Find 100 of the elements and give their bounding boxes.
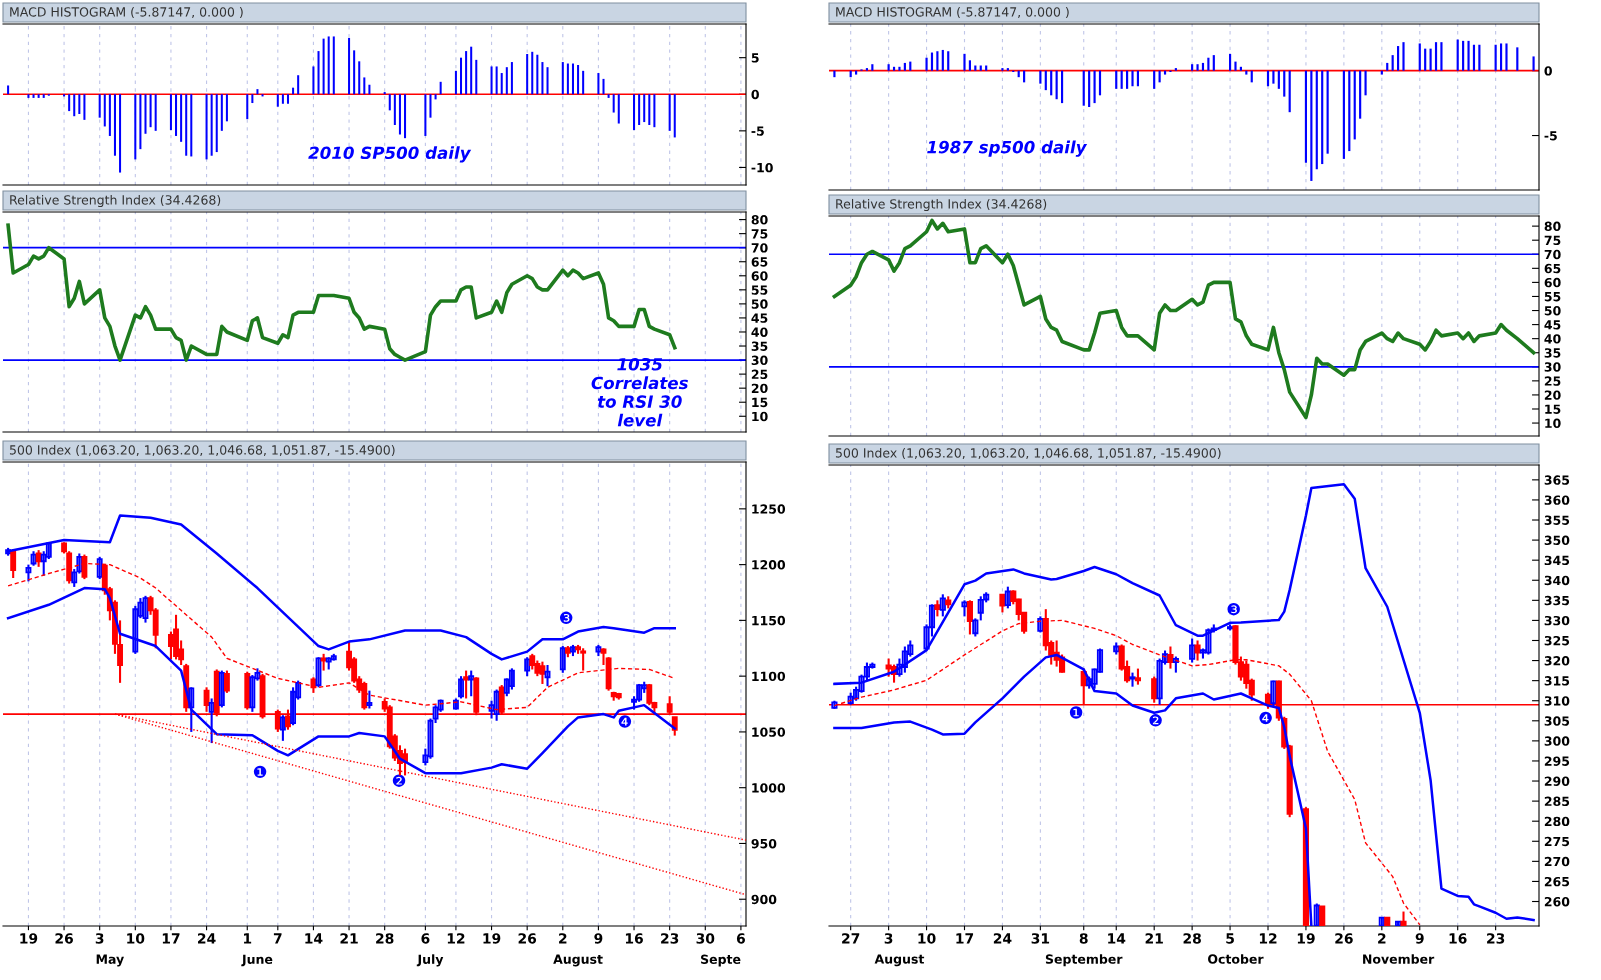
y-tick-label: 80 xyxy=(1544,221,1561,232)
x-tick-label: 23 xyxy=(1487,933,1505,944)
y-tick-label: 15 xyxy=(752,397,768,408)
y-tick-label: 285 xyxy=(1544,796,1570,807)
annotation: 2010 SP500 daily xyxy=(308,146,472,163)
x-tick-label: 1 xyxy=(244,933,252,944)
y-tick-label: 290 xyxy=(1544,776,1570,786)
y-tick-label: 325 xyxy=(1544,635,1570,646)
x2-tick-label: August xyxy=(553,954,603,967)
x-tick-label: 28 xyxy=(376,933,394,944)
x-tick-label: 30 xyxy=(696,933,715,944)
y-tick-label: 315 xyxy=(1544,676,1570,686)
x-tick-label: 28 xyxy=(1183,933,1201,944)
y-tick-label: 1100 xyxy=(752,671,786,682)
y-tick-label: 305 xyxy=(1544,716,1570,726)
y-tick-label: 10 xyxy=(1545,418,1561,428)
y-tick-label: 360 xyxy=(1544,495,1570,505)
x2-tick-label: May xyxy=(96,954,124,967)
x-tick-label: 19 xyxy=(20,933,38,944)
x-tick-label: 5 xyxy=(1226,933,1234,944)
y-tick-label: 55 xyxy=(751,285,768,295)
x-tick-label: 27 xyxy=(842,933,860,944)
x-tick-label: 26 xyxy=(1335,933,1353,944)
y-tick-label: 1000 xyxy=(752,783,786,793)
y-tick-label: 20 xyxy=(1544,390,1561,400)
y-tick-label: 320 xyxy=(1544,656,1570,666)
y-tick-label: 35 xyxy=(751,341,768,351)
x-tick-label: 23 xyxy=(661,933,679,944)
y-tick-label: 25 xyxy=(751,369,768,380)
y-tick-label: 50 xyxy=(1544,306,1561,316)
y-tick-label: 30 xyxy=(1544,362,1561,372)
annotation: ❶ xyxy=(1069,706,1083,719)
x-tick-label: 19 xyxy=(1297,933,1315,944)
x-tick-label: 21 xyxy=(340,933,358,944)
x-tick-label: 26 xyxy=(518,933,537,944)
x2-tick-label: November xyxy=(1363,954,1435,964)
y-tick-label: 0 xyxy=(1544,66,1552,76)
x-tick-label: 3 xyxy=(884,933,893,944)
x-tick-label: 10 xyxy=(918,933,936,944)
x-tick-label: 14 xyxy=(1108,933,1126,944)
y-tick-label: 60 xyxy=(751,271,768,281)
y-tick-label: 350 xyxy=(1544,535,1570,546)
x-tick-label: 6 xyxy=(736,933,745,944)
y-tick-label: 355 xyxy=(1544,515,1570,525)
y-tick-label: 10 xyxy=(752,411,768,422)
x2-tick-label: August xyxy=(874,954,925,967)
y-tick-label: 75 xyxy=(751,229,768,239)
x-tick-label: 16 xyxy=(1449,933,1467,944)
y-tick-label: 365 xyxy=(1544,475,1570,485)
x-tick-label: 6 xyxy=(421,933,430,944)
annotation: ❹ xyxy=(1259,711,1272,725)
y-tick-label: 330 xyxy=(1544,615,1570,626)
x-tick-label: 26 xyxy=(55,933,73,944)
y-tick-label: 1200 xyxy=(752,560,786,570)
annotation: ❷ xyxy=(392,774,406,787)
y-tick-label: -5 xyxy=(751,126,764,136)
chart-title: MACD HISTOGRAM (-5.87147, 0.000 ) xyxy=(10,6,243,19)
y-tick-label: 65 xyxy=(751,257,768,267)
y-tick-label: -5 xyxy=(1544,131,1557,141)
y-tick-label: 35 xyxy=(1544,348,1561,358)
y-tick-label: 1250 xyxy=(752,504,786,514)
annotation: ❷ xyxy=(1149,714,1162,727)
y-tick-label: 40 xyxy=(751,327,768,337)
x2-tick-label: June xyxy=(241,954,273,967)
y-tick-label: -10 xyxy=(751,162,773,173)
y-tick-label: 900 xyxy=(751,894,777,905)
y-tick-label: 345 xyxy=(1544,555,1570,566)
y-tick-label: 45 xyxy=(1544,320,1561,330)
x2-tick-label: October xyxy=(1208,954,1264,964)
x-tick-label: 24 xyxy=(993,933,1012,944)
y-tick-label: 80 xyxy=(751,215,768,225)
annotation: ❸ xyxy=(559,611,573,625)
y-tick-label: 70 xyxy=(751,243,768,253)
y-tick-label: 340 xyxy=(1544,575,1570,586)
y-tick-label: 260 xyxy=(1544,896,1570,907)
y-tick-label: 280 xyxy=(1544,816,1570,827)
x-tick-label: 9 xyxy=(594,933,603,944)
x2-tick-label: Septe xyxy=(701,954,741,967)
y-tick-label: 300 xyxy=(1544,736,1570,746)
x2-tick-label: July xyxy=(416,954,444,967)
annotation: ❹ xyxy=(618,715,632,728)
annotation: ❶ xyxy=(253,765,267,779)
y-tick-label: 265 xyxy=(1544,876,1570,887)
y-tick-label: 1150 xyxy=(752,615,786,626)
x-tick-label: 9 xyxy=(1415,933,1424,944)
x-tick-label: 16 xyxy=(625,933,643,944)
x-tick-label: 12 xyxy=(447,933,465,944)
y-tick-label: 270 xyxy=(1544,856,1570,867)
y-tick-label: 1050 xyxy=(752,727,786,737)
y-tick-label: 70 xyxy=(1544,249,1561,260)
y-tick-label: 55 xyxy=(1544,292,1561,302)
y-tick-label: 335 xyxy=(1544,595,1570,606)
y-tick-label: 310 xyxy=(1544,696,1570,706)
y-tick-label: 950 xyxy=(751,838,777,849)
x-tick-label: 7 xyxy=(273,933,282,944)
x2-tick-label: September xyxy=(1045,954,1123,967)
x-tick-label: 10 xyxy=(127,933,145,944)
chart-title: Relative Strength Index (34.4268) xyxy=(836,198,1047,212)
x-tick-label: 2 xyxy=(559,933,567,944)
y-tick-label: 0 xyxy=(751,89,759,100)
